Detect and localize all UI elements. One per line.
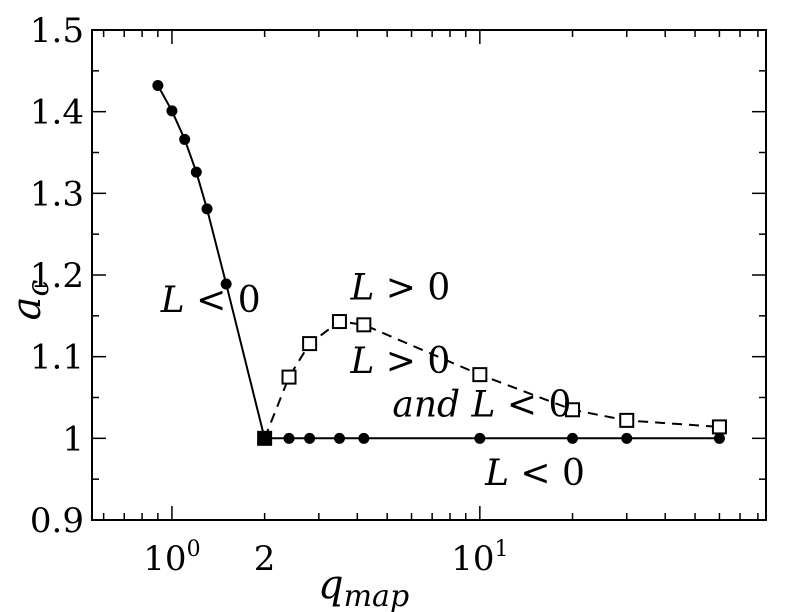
series-3-point [302,336,318,352]
series-3-point [281,369,297,385]
series-3-point [565,402,581,418]
series-3-point [356,317,372,333]
series-2-point [304,432,316,444]
x-tick-label: 100 [143,537,200,579]
series-2-point [621,432,633,444]
series-1-point [201,203,213,215]
y-tick-label: 1.5 [30,11,84,51]
series-line-3 [263,320,720,439]
series-2-point [358,432,370,444]
x-axis-title: qmap [318,562,409,612]
region-annotation-1: L < 0 [160,280,261,321]
x-tick-label: 2 [254,539,276,579]
series-3-point [711,419,727,435]
junction-point [258,431,272,445]
series-2-point [333,432,345,444]
region-annotation-2: L > 0 [349,268,450,309]
x-tick-label: 101 [451,537,508,579]
series-1-point [179,133,191,145]
series-2-point [567,432,579,444]
series-3-point [619,412,635,428]
y-tick-label: 1.2 [30,256,84,296]
y-tick-label: 1.1 [30,338,84,378]
y-tick-label: 1 [62,419,84,459]
series-1-point [190,166,202,178]
series-1-point [166,105,178,117]
series-2-point [713,432,725,444]
series-line-1 [157,85,266,439]
region-annotation-4: and L < 0 [392,384,571,425]
y-tick-label: 1.4 [30,93,84,133]
series-1-point [152,80,164,92]
region-annotation-3: L > 0 [349,341,450,382]
series-3-point [331,314,347,330]
series-2-point [474,432,486,444]
y-tick-label: 1.3 [30,174,84,214]
series-3-point [472,367,488,383]
series-2-point [283,432,295,444]
region-annotation-5: L < 0 [484,453,585,494]
series-1-point [220,278,232,290]
y-tick-label: 0.9 [30,501,84,541]
y-axis-title: ac [4,279,56,320]
